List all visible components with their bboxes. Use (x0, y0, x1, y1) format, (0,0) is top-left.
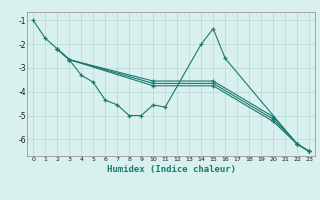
X-axis label: Humidex (Indice chaleur): Humidex (Indice chaleur) (107, 165, 236, 174)
